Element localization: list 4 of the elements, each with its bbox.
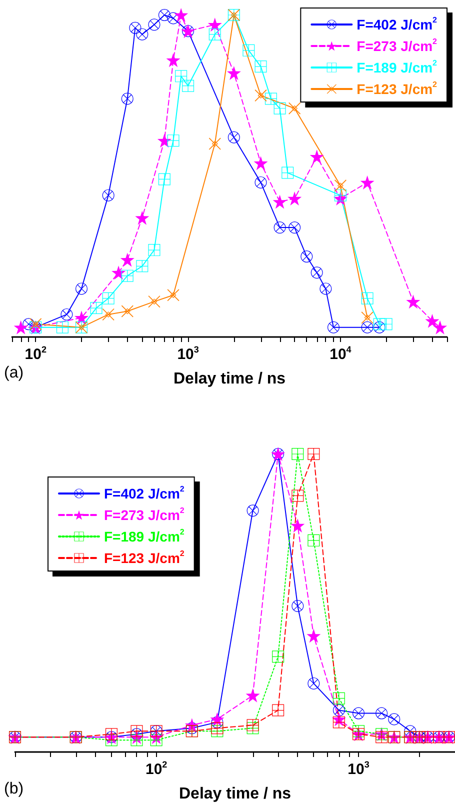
x-axis-title: Delay time / ns — [178, 786, 292, 802]
text: (b) — [4, 780, 24, 798]
text: (a) — [4, 364, 24, 382]
x-axis-title: Delay time / ns — [173, 370, 286, 388]
